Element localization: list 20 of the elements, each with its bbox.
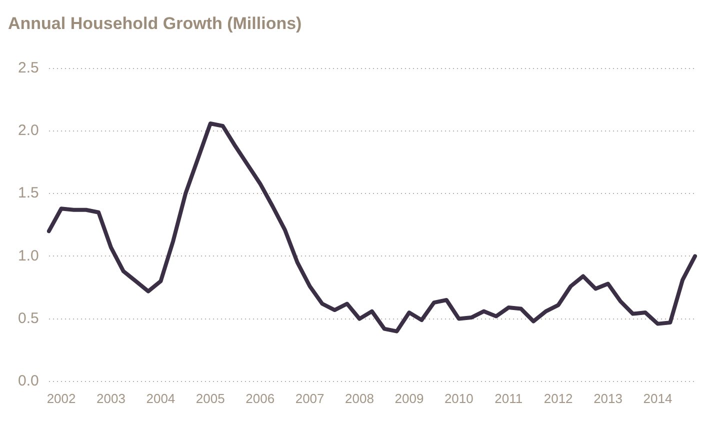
x-tick-label: 2006 [246, 390, 275, 406]
x-tick-label: 2013 [594, 390, 622, 406]
y-tick-label: 1.5 [18, 184, 39, 202]
y-tick-label: 0.5 [18, 310, 39, 327]
y-tick-label: 1.0 [18, 247, 39, 264]
x-tick-label: 2012 [544, 390, 573, 406]
x-tick-label: 2009 [394, 390, 424, 406]
x-tick-label: 2004 [146, 390, 176, 406]
x-tick-label: 2002 [46, 390, 76, 406]
chart-title: Annual Household Growth (Millions) [8, 14, 302, 33]
x-tick-label: 2011 [494, 390, 523, 406]
y-tick-label: 2.0 [18, 122, 39, 140]
x-tick-label: 2008 [345, 390, 374, 406]
y-tick-label: 0.0 [18, 372, 39, 390]
x-tick-label: 2003 [96, 390, 126, 406]
x-tick-label: 2014 [643, 390, 672, 406]
x-tick-label: 2005 [196, 390, 225, 406]
y-tick-label: 2.5 [18, 60, 39, 77]
x-tick-label: 2010 [444, 390, 474, 406]
x-tick-label: 2007 [295, 390, 324, 406]
